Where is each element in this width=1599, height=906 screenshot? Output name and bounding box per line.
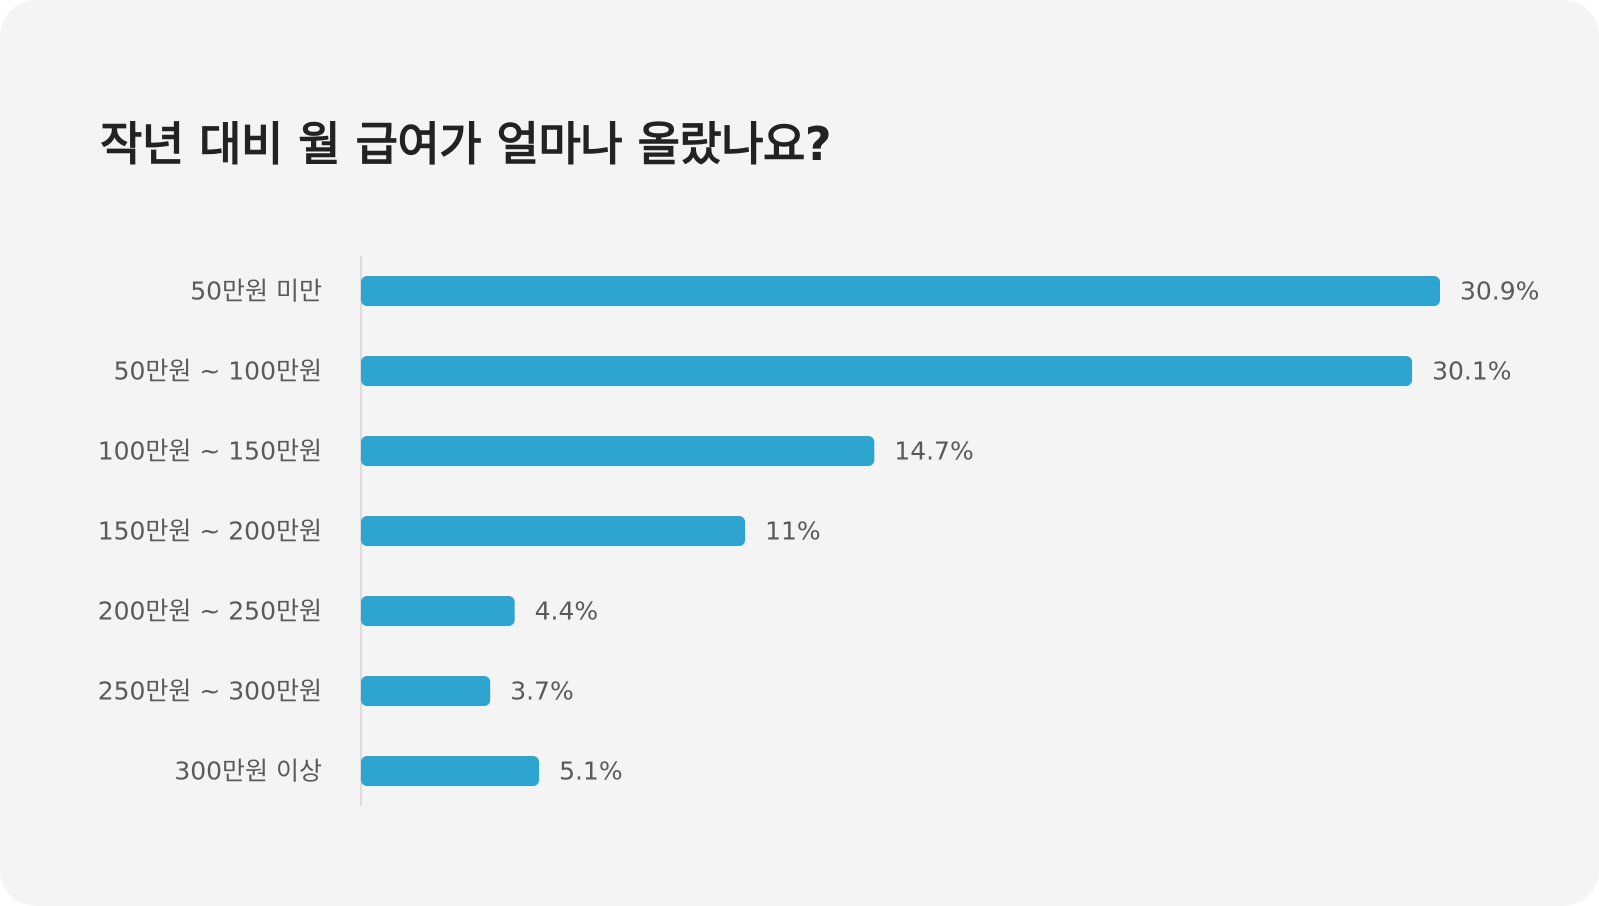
category-label: 150만원 ~ 200만원	[98, 517, 322, 546]
value-label: 11%	[765, 517, 821, 546]
category-label: 250만원 ~ 300만원	[98, 677, 322, 706]
bar	[361, 276, 1440, 306]
bar	[361, 756, 540, 786]
value-label: 3.7%	[510, 677, 574, 706]
bar	[361, 356, 1413, 386]
bar	[361, 596, 515, 626]
value-label: 30.1%	[1432, 357, 1511, 386]
category-label: 50만원 미만	[190, 277, 322, 306]
category-label: 300만원 이상	[174, 757, 322, 786]
category-label: 50만원 ~ 100만원	[114, 357, 322, 386]
chart-title: 작년 대비 월 급여가 얼마나 올랐나요?	[100, 117, 832, 171]
bar	[361, 436, 875, 466]
bar	[361, 516, 746, 546]
value-label: 14.7%	[894, 437, 973, 466]
value-label: 5.1%	[559, 757, 623, 786]
category-label: 200만원 ~ 250만원	[98, 597, 322, 626]
bar	[361, 676, 491, 706]
category-label: 100만원 ~ 150만원	[98, 437, 322, 466]
value-label: 30.9%	[1460, 277, 1539, 306]
value-label: 4.4%	[535, 597, 599, 626]
